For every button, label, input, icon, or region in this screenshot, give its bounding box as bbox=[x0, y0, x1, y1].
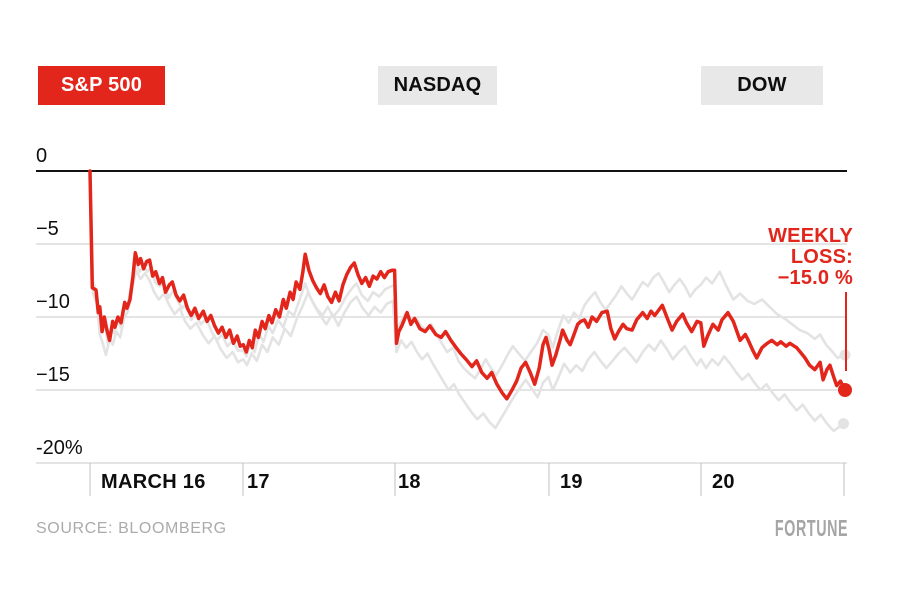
series-end-dot-dow bbox=[837, 418, 849, 430]
source-credit: SOURCE: BLOOMBERG bbox=[36, 520, 227, 537]
tab-sp500[interactable]: S&P 500 bbox=[38, 66, 165, 105]
fortune-logo: FORTUNE bbox=[774, 515, 848, 541]
y-axis-label: −5 bbox=[36, 218, 59, 240]
x-axis-label: MARCH 16 bbox=[101, 471, 206, 493]
y-axis-label: −15 bbox=[36, 364, 70, 386]
annotation-line-1: WEEKLY bbox=[768, 225, 853, 247]
y-axis-label: 0 bbox=[36, 145, 48, 167]
x-axis-label: 17 bbox=[247, 471, 270, 493]
series-line-s-p-500 bbox=[88, 169, 847, 401]
tab-dow[interactable]: DOW bbox=[701, 66, 823, 105]
series-line-dow bbox=[88, 169, 845, 433]
series-end-dot-s-p-500 bbox=[838, 383, 852, 397]
series-line-nasdaq bbox=[88, 169, 847, 380]
x-axis-label: 19 bbox=[560, 471, 583, 493]
y-axis-label: -20% bbox=[36, 437, 83, 459]
x-axis-label: 20 bbox=[712, 471, 735, 493]
weekly-loss-annotation: WEEKLY LOSS: −15.0 % bbox=[768, 226, 853, 289]
annotation-line-3: −15.0 % bbox=[777, 267, 853, 289]
tab-nasdaq[interactable]: NASDAQ bbox=[378, 66, 497, 105]
y-axis-label: −10 bbox=[36, 291, 70, 313]
x-axis-label: 18 bbox=[398, 471, 421, 493]
annotation-line-2: LOSS: bbox=[790, 246, 853, 268]
